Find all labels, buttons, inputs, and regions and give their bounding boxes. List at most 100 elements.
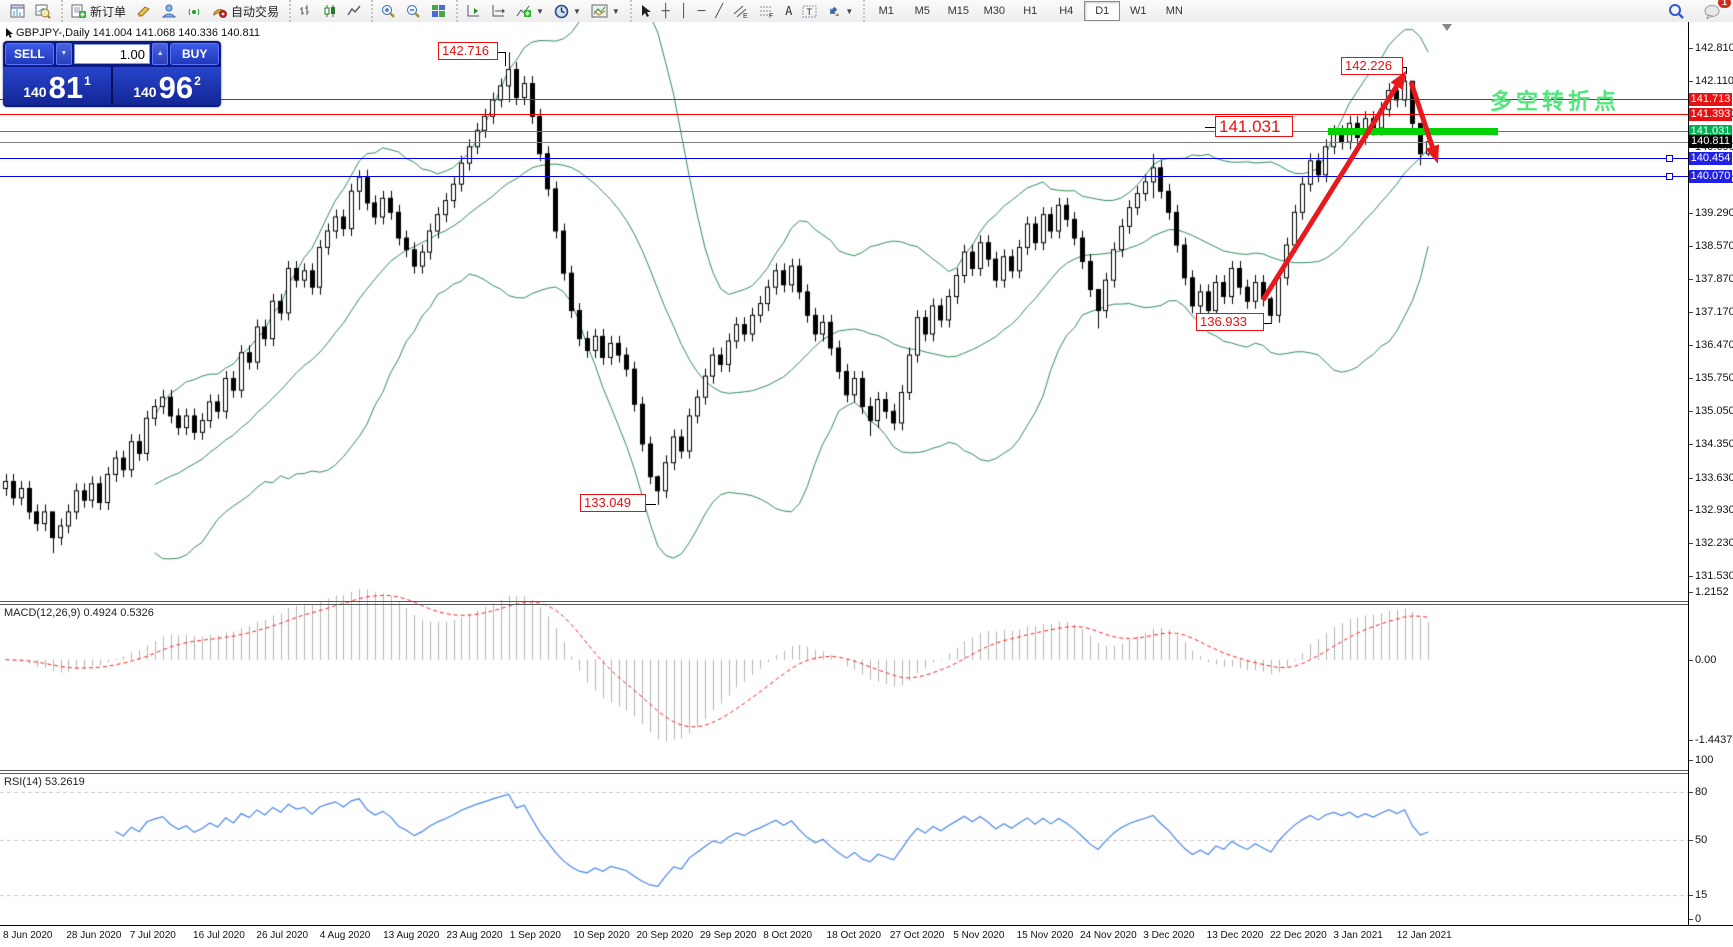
price-tick-label: 135.050 bbox=[1695, 405, 1733, 418]
chart-cursor-icon bbox=[6, 28, 13, 38]
tile-windows-button[interactable] bbox=[426, 0, 451, 22]
price-annotation-133.049[interactable]: 133.049 bbox=[580, 494, 646, 512]
crosshair-tool-button[interactable]: ┼ bbox=[657, 0, 675, 22]
channel-icon: E bbox=[733, 5, 749, 18]
new-order-button[interactable]: 新订单 bbox=[66, 0, 131, 22]
timeframe-button-m5[interactable]: M5 bbox=[914, 5, 930, 17]
sell-button[interactable]: SELL bbox=[5, 43, 54, 65]
text-tool-button[interactable]: A bbox=[780, 0, 797, 22]
auto-trading-button[interactable]: 自动交易 bbox=[207, 0, 284, 22]
one-click-top-row: SELL ▼ ▲ BUY bbox=[3, 41, 221, 65]
volume-increase-button[interactable]: ▲ bbox=[152, 43, 169, 65]
zoom-out-button[interactable] bbox=[401, 0, 426, 22]
search-button[interactable] bbox=[1663, 0, 1689, 22]
date-label: 28 Jun 2020 bbox=[66, 930, 122, 941]
channel-tool-button[interactable]: E bbox=[728, 0, 754, 22]
price-tick bbox=[1689, 543, 1693, 545]
add-indicator-button[interactable]: ▼ bbox=[511, 0, 549, 22]
arrows-tool-button[interactable]: ▼ bbox=[822, 0, 858, 22]
buy-button[interactable]: BUY bbox=[170, 43, 219, 65]
hline-140.454[interactable] bbox=[0, 158, 1688, 160]
timeframe-button-m1[interactable]: M1 bbox=[878, 5, 894, 17]
arrows-icon bbox=[827, 5, 841, 18]
price-tick-label: 136.470 bbox=[1695, 338, 1733, 351]
templates-button[interactable]: ▼ bbox=[586, 0, 625, 22]
rsi-scale-label: 0 bbox=[1695, 913, 1702, 925]
cursor-icon bbox=[640, 4, 652, 18]
turning-point-label[interactable]: 多空转折点 bbox=[1490, 89, 1621, 114]
price-tick-label: 137.170 bbox=[1695, 306, 1733, 318]
price-chart-canvas[interactable] bbox=[0, 22, 1688, 925]
svg-text:E: E bbox=[743, 13, 748, 18]
price-annotation-136.933[interactable]: 136.933 bbox=[1196, 313, 1264, 331]
date-label: 3 Jan 2021 bbox=[1333, 930, 1383, 941]
timeframe-button-d1[interactable]: D1 bbox=[1084, 1, 1121, 21]
toolbar-group-objects: ┼ │ ─ ╱ E F A T ▼ bbox=[629, 0, 861, 22]
auto-scroll-button[interactable] bbox=[486, 0, 511, 22]
timeframe-button-h1[interactable]: H1 bbox=[1023, 5, 1038, 17]
hline-handle-140.070[interactable] bbox=[1666, 173, 1673, 181]
cursor-tool-button[interactable] bbox=[635, 0, 657, 22]
toolbar-group-timeframes: M1 M5 M15 M30 H1 H4 D1 W1 MN bbox=[863, 0, 1195, 22]
notifications-button[interactable]: 1 bbox=[1699, 0, 1731, 22]
price-tick-label: 137.870 bbox=[1695, 273, 1733, 286]
line-chart-icon bbox=[347, 4, 361, 18]
horizontal-line-icon: ─ bbox=[697, 3, 706, 19]
support-zone-bar[interactable] bbox=[1328, 127, 1498, 135]
date-label: 20 Sep 2020 bbox=[636, 930, 694, 941]
timeframe-button-m30[interactable]: M30 bbox=[983, 5, 1005, 17]
macd-value-signal: 0.5326 bbox=[120, 607, 154, 619]
price-tick bbox=[1689, 444, 1693, 445]
timeframe-button-m15[interactable]: M15 bbox=[947, 5, 969, 17]
hline-141.393[interactable] bbox=[0, 114, 1688, 116]
rsi-value: 53.2619 bbox=[44, 776, 85, 788]
styler-button[interactable] bbox=[131, 0, 157, 22]
date-label: 4 Aug 2020 bbox=[319, 930, 371, 941]
toolbar-group-chart-tools: ▼ ▼ ▼ bbox=[456, 0, 628, 22]
hline-141.031[interactable] bbox=[0, 131, 1688, 133]
toolbar-group-charts bbox=[2, 0, 59, 22]
chart-shift-button[interactable] bbox=[461, 0, 486, 22]
buy-price-button[interactable]: 140 96 2 bbox=[113, 67, 221, 105]
community-button[interactable] bbox=[157, 0, 182, 22]
chart-shift-icon bbox=[466, 4, 481, 18]
volume-decrease-button[interactable]: ▼ bbox=[55, 43, 72, 65]
zoom-in-button[interactable] bbox=[376, 0, 401, 22]
timeframe-button-h4[interactable]: H4 bbox=[1059, 5, 1074, 17]
text-label-tool-button[interactable]: T bbox=[797, 0, 822, 22]
rsi-scale-label: 100 bbox=[1695, 754, 1714, 766]
one-click-price-row: 140 81 1 140 96 2 bbox=[3, 67, 221, 105]
profiles-button[interactable] bbox=[30, 0, 56, 22]
periods-button[interactable]: ▼ bbox=[549, 0, 586, 22]
timeframe-button-w1[interactable]: W1 bbox=[1130, 5, 1147, 17]
hline-141.713[interactable] bbox=[0, 99, 1688, 101]
line-chart-button[interactable] bbox=[342, 0, 366, 22]
price-annotation-142.226[interactable]: 142.226 bbox=[1341, 57, 1403, 75]
hline-140.070[interactable] bbox=[0, 176, 1688, 178]
price-tick bbox=[1689, 48, 1693, 49]
date-axis[interactable]: 8 Jun 2020 28 Jun 2020 7 Jul 2020 16 Jul 20… bbox=[0, 925, 1733, 947]
bar-chart-button[interactable] bbox=[294, 0, 318, 22]
macd-pane-separator[interactable] bbox=[0, 601, 1688, 602]
candle-chart-button[interactable] bbox=[318, 0, 342, 22]
hline-handle-140.454[interactable] bbox=[1666, 155, 1673, 163]
signals-button[interactable] bbox=[182, 0, 207, 22]
timeframe-button-mn[interactable]: MN bbox=[1165, 5, 1183, 17]
macd-scale-label: -1.4437 bbox=[1695, 734, 1733, 746]
price-annotation-142.716[interactable]: 142.716 bbox=[438, 42, 498, 60]
plot-right-border bbox=[1688, 22, 1689, 925]
svg-text:T: T bbox=[807, 7, 813, 17]
brush-icon bbox=[136, 4, 152, 18]
hline-tool-button[interactable]: ─ bbox=[692, 0, 710, 22]
hline-140.811[interactable] bbox=[0, 141, 1688, 143]
new-chart-button[interactable] bbox=[5, 0, 30, 22]
vline-tool-button[interactable]: │ bbox=[675, 0, 693, 22]
trendline-tool-button[interactable]: ╱ bbox=[710, 0, 728, 22]
rsi-pane-separator[interactable] bbox=[0, 770, 1688, 771]
volume-input[interactable] bbox=[74, 44, 150, 64]
new-order-label: 新订单 bbox=[90, 4, 127, 19]
price-tick bbox=[1689, 576, 1693, 578]
sell-price-button[interactable]: 140 81 1 bbox=[3, 67, 113, 105]
fibonacci-tool-button[interactable]: F bbox=[754, 0, 780, 22]
price-annotation-141.031[interactable]: 141.031 bbox=[1215, 116, 1293, 137]
